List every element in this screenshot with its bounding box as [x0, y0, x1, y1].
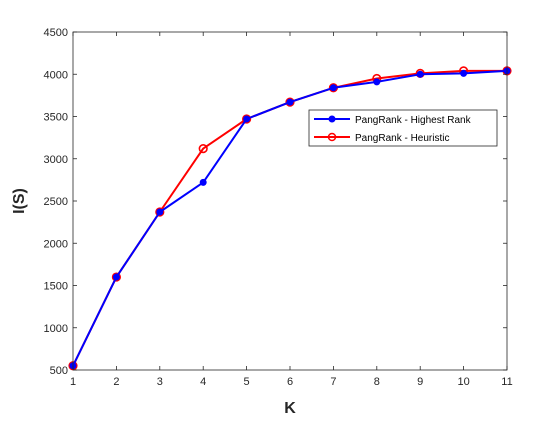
data-point-heuristic: [285, 97, 295, 107]
legend-label-heuristic: PangRank - Heuristic: [355, 133, 449, 144]
y-tick-label: 500: [50, 365, 68, 377]
y-tick-label: 3500: [44, 112, 68, 124]
x-tick-label: 2: [113, 376, 119, 388]
legend: PangRank - Highest Rank PangRank - Heuri…: [308, 109, 498, 147]
data-point-highest-rank: [329, 84, 337, 92]
data-point-highest-rank: [460, 69, 468, 77]
y-tick-label: 4000: [44, 69, 68, 81]
data-point-highest-rank: [416, 70, 424, 78]
data-point-highest-rank: [156, 208, 164, 216]
data-point-highest-rank: [112, 273, 120, 281]
legend-label-highest-rank: PangRank - Highest Rank: [355, 115, 472, 126]
legend-box: [308, 109, 498, 147]
x-tick-label: 6: [287, 376, 293, 388]
x-tick-label: 3: [157, 376, 163, 388]
data-point-highest-rank: [373, 78, 381, 86]
x-tick-label: 7: [330, 376, 336, 388]
x-tick-label: 1: [70, 376, 76, 388]
x-tick-label: 8: [374, 376, 380, 388]
x-tick-label: 10: [457, 376, 469, 388]
data-point-heuristic: [198, 144, 208, 154]
data-point-heuristic: [155, 207, 165, 217]
y-tick-label: 2500: [44, 196, 68, 208]
series-layer: [68, 66, 512, 371]
y-tick-label: 4500: [44, 27, 68, 39]
x-axis-label: K: [284, 400, 296, 417]
data-point-highest-rank: [243, 115, 251, 123]
y-tick-label: 3000: [44, 154, 68, 166]
x-tick-label: 9: [417, 376, 423, 388]
x-tick-label: 5: [244, 376, 250, 388]
x-tick-label: 4: [200, 376, 206, 388]
y-axis-label: I(S): [11, 188, 28, 214]
y-tick-label: 1000: [44, 323, 68, 335]
data-point-highest-rank: [199, 178, 207, 186]
y-tick-label: 1500: [44, 281, 68, 293]
x-tick-label: 11: [501, 376, 512, 388]
legend-marker-heuristic: [327, 132, 337, 142]
plot-area: [73, 32, 507, 370]
data-point-heuristic: [242, 114, 252, 124]
legend-marker-highest-rank: [328, 115, 336, 123]
axes-layer: 1 2 3 4 5 6 7 8 9 10 11 500 1000 1500 2000 2500 3000 3500…: [44, 27, 513, 388]
data-point-highest-rank: [286, 98, 294, 106]
data-point-heuristic: [111, 272, 121, 282]
y-tick-label: 2000: [44, 238, 68, 250]
